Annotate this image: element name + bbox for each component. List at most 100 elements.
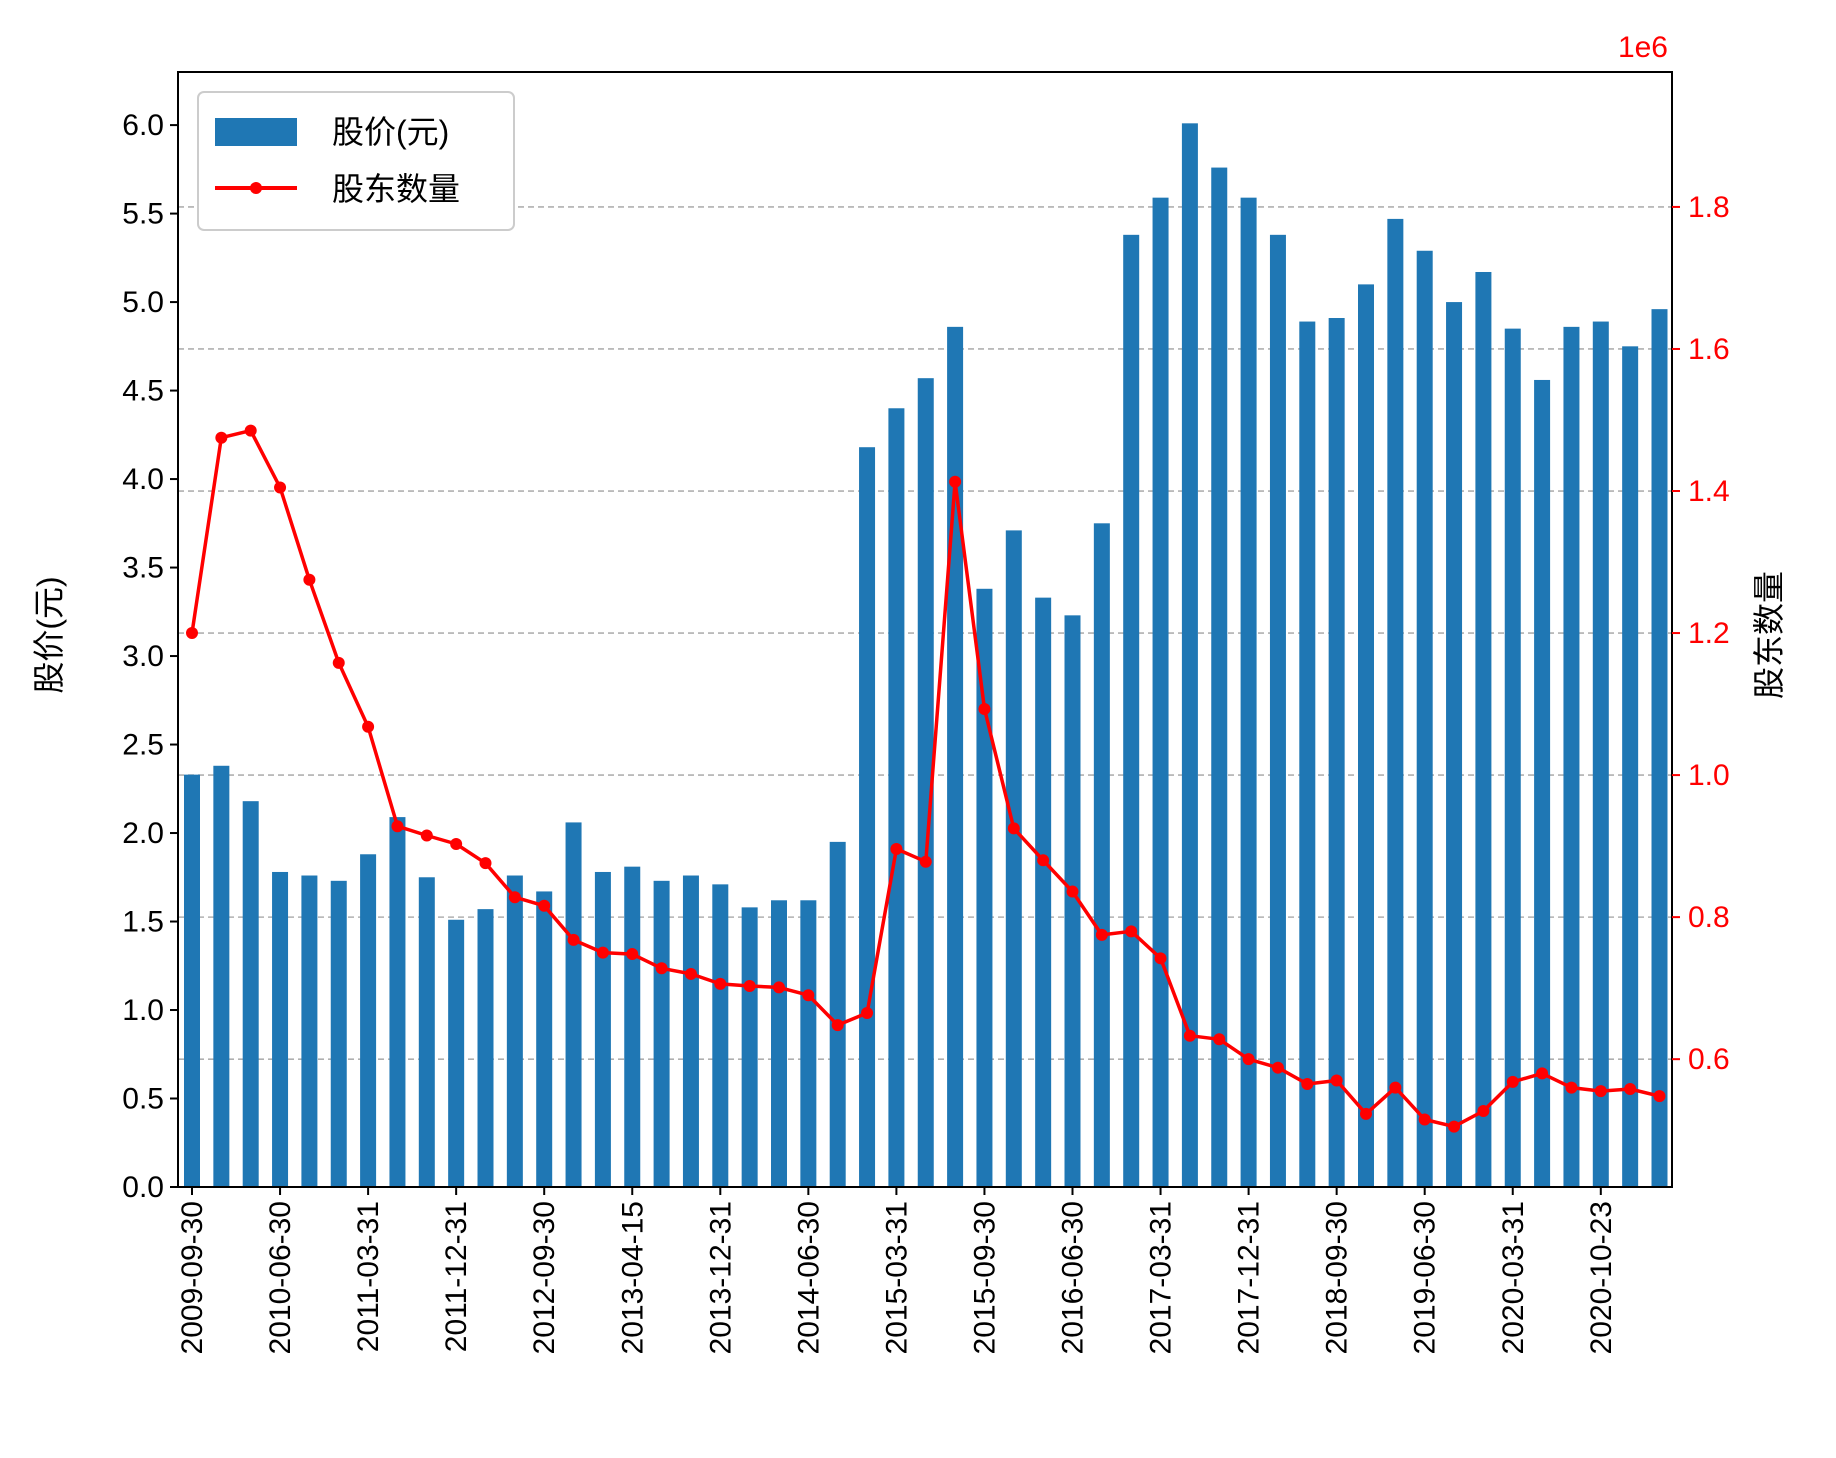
y-tick-label: 5.5 [122,198,164,231]
line-point [1330,1074,1343,1087]
line-point [1125,925,1138,938]
right-tick-label: 0.6 [1688,1043,1730,1076]
line-point [949,475,962,488]
x-tick-label: 2019-06-30 [1409,1201,1442,1354]
line-point [1448,1120,1461,1133]
x-tick-label: 2015-09-30 [968,1201,1001,1354]
bar [565,822,582,1187]
bar [1181,123,1198,1187]
y-tick-label: 3.0 [122,640,164,673]
legend-bar-swatch [215,118,297,146]
y-tick-label: 6.0 [122,109,164,142]
x-tick-label: 2013-12-31 [704,1201,737,1354]
line-point [714,977,727,990]
bar [1563,326,1580,1187]
legend-label-holders: 股东数量 [332,171,460,207]
bar [360,854,377,1187]
bar [448,919,465,1187]
bar [859,447,876,1187]
bar [1269,234,1286,1188]
bar [1592,321,1609,1187]
bar [477,909,494,1187]
line-point [391,820,404,833]
legend: 股价(元) 股东数量 [197,91,515,231]
bar [1240,197,1257,1187]
y-axis-title-left: 股价(元) [31,576,67,693]
bar [1446,302,1463,1188]
x-tick-label: 2016-06-30 [1057,1201,1090,1354]
bar [1064,615,1081,1187]
x-tick-label: 2020-10-23 [1585,1201,1618,1354]
x-tick-label: 2012-09-30 [528,1201,561,1354]
line-point [479,857,492,870]
bar [1152,197,1169,1187]
bar [389,817,406,1187]
right-tick-label: 1.8 [1688,191,1730,224]
bar [1534,379,1551,1187]
bar [624,866,641,1187]
bar [1416,250,1433,1187]
plot-frame [177,71,1673,1188]
y-tick-label: 3.5 [122,552,164,585]
x-tick-label: 2015-03-31 [880,1201,913,1354]
line-point [1154,952,1167,965]
plot-border [177,71,1673,1188]
line-point [831,1019,844,1032]
line-point [274,481,287,494]
line-point [890,842,903,855]
bar [1475,271,1492,1187]
line-point [919,855,932,868]
bar [917,378,934,1188]
bar [330,880,347,1187]
bar [1211,167,1228,1188]
x-tick-label: 2011-12-31 [440,1201,473,1352]
bar [1328,318,1345,1187]
line-point [1213,1033,1226,1046]
line-series [186,424,1666,1133]
bar [947,326,964,1187]
line-point [508,891,521,904]
y-tick-label: 4.5 [122,375,164,408]
line-point [1389,1081,1402,1094]
bar [1358,284,1374,1187]
line-point [596,946,609,959]
line-point [655,962,668,975]
bar [1299,321,1316,1187]
bar [1093,523,1110,1187]
line-point [1624,1082,1637,1095]
line-point [538,899,551,912]
x-tick-label: 2018-09-30 [1321,1201,1354,1354]
line-point [626,948,639,961]
bar [888,408,905,1187]
y-tick-label: 4.0 [122,463,164,496]
line-point [1007,822,1020,835]
line-point [773,981,785,994]
y-tick-label: 0.0 [122,1171,164,1204]
x-tick-label: 2017-03-31 [1145,1201,1178,1354]
x-tick-label: 2010-06-30 [264,1201,297,1354]
bar [682,875,699,1187]
line-point [1594,1085,1607,1098]
bar [418,877,435,1187]
line-point [567,933,580,946]
right-tick-label: 0.8 [1688,901,1730,934]
line-point [450,837,463,850]
line-point [1242,1053,1255,1066]
bar [976,588,993,1187]
right-tick-label: 1.0 [1688,759,1730,792]
right-tick-label: 1.4 [1688,475,1730,508]
line-point [1183,1029,1196,1042]
line-point [684,967,697,980]
axes: 0.0 0.5 1.0 1.5 2.0 2.5 3.0 3.5 4.0 4.5 5.0 5.5 6.0 0… [122,109,1729,1354]
bar [771,900,787,1187]
bar [506,875,523,1187]
line-point [1360,1107,1372,1120]
bar [301,875,318,1187]
bar [594,871,611,1187]
bar [800,900,817,1187]
y-axis-title-right: 股东数量 [1751,571,1787,699]
bar [1123,234,1140,1188]
line-point [362,720,375,733]
line-point [215,431,228,444]
